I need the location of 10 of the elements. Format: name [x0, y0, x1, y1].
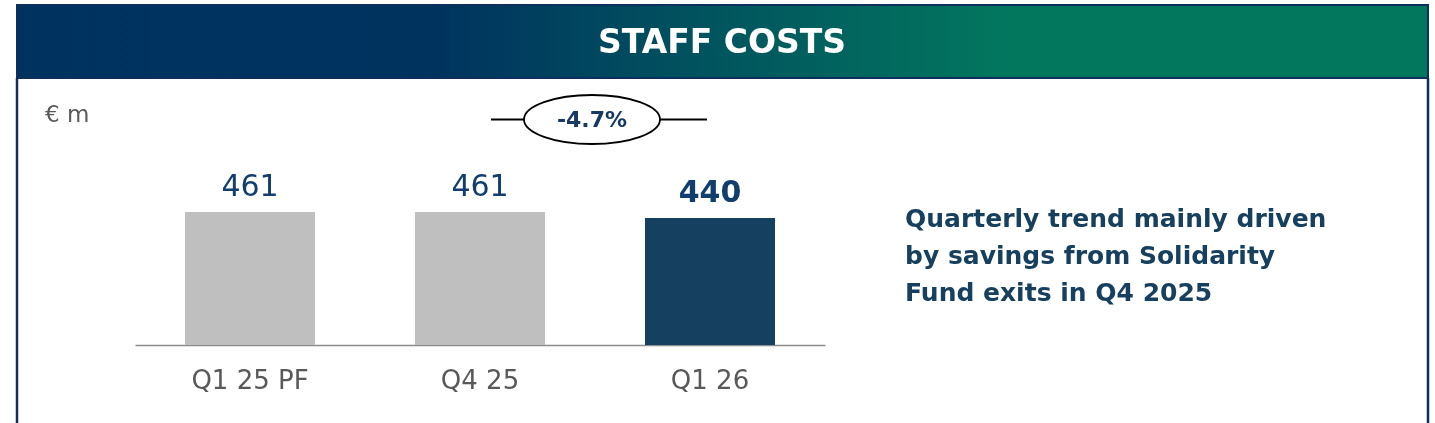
data-label: 440 [678, 174, 742, 210]
data-label: 461 [221, 168, 279, 203]
chart-title: STAFF COSTS [597, 22, 847, 61]
y-axis-title: € m [45, 101, 90, 127]
text: Quarterly trend mainly driven by savings from Solidarity Fund exits in Q4 2025 [905, 204, 1327, 307]
x-tick-label: Q4 25 [440, 364, 520, 395]
text: -4.7% [556, 106, 628, 132]
x-tick-label: Q1 25 PF [191, 364, 309, 395]
x-tick-label: Q1 26 [670, 364, 750, 395]
data-label: 461 [451, 168, 509, 203]
